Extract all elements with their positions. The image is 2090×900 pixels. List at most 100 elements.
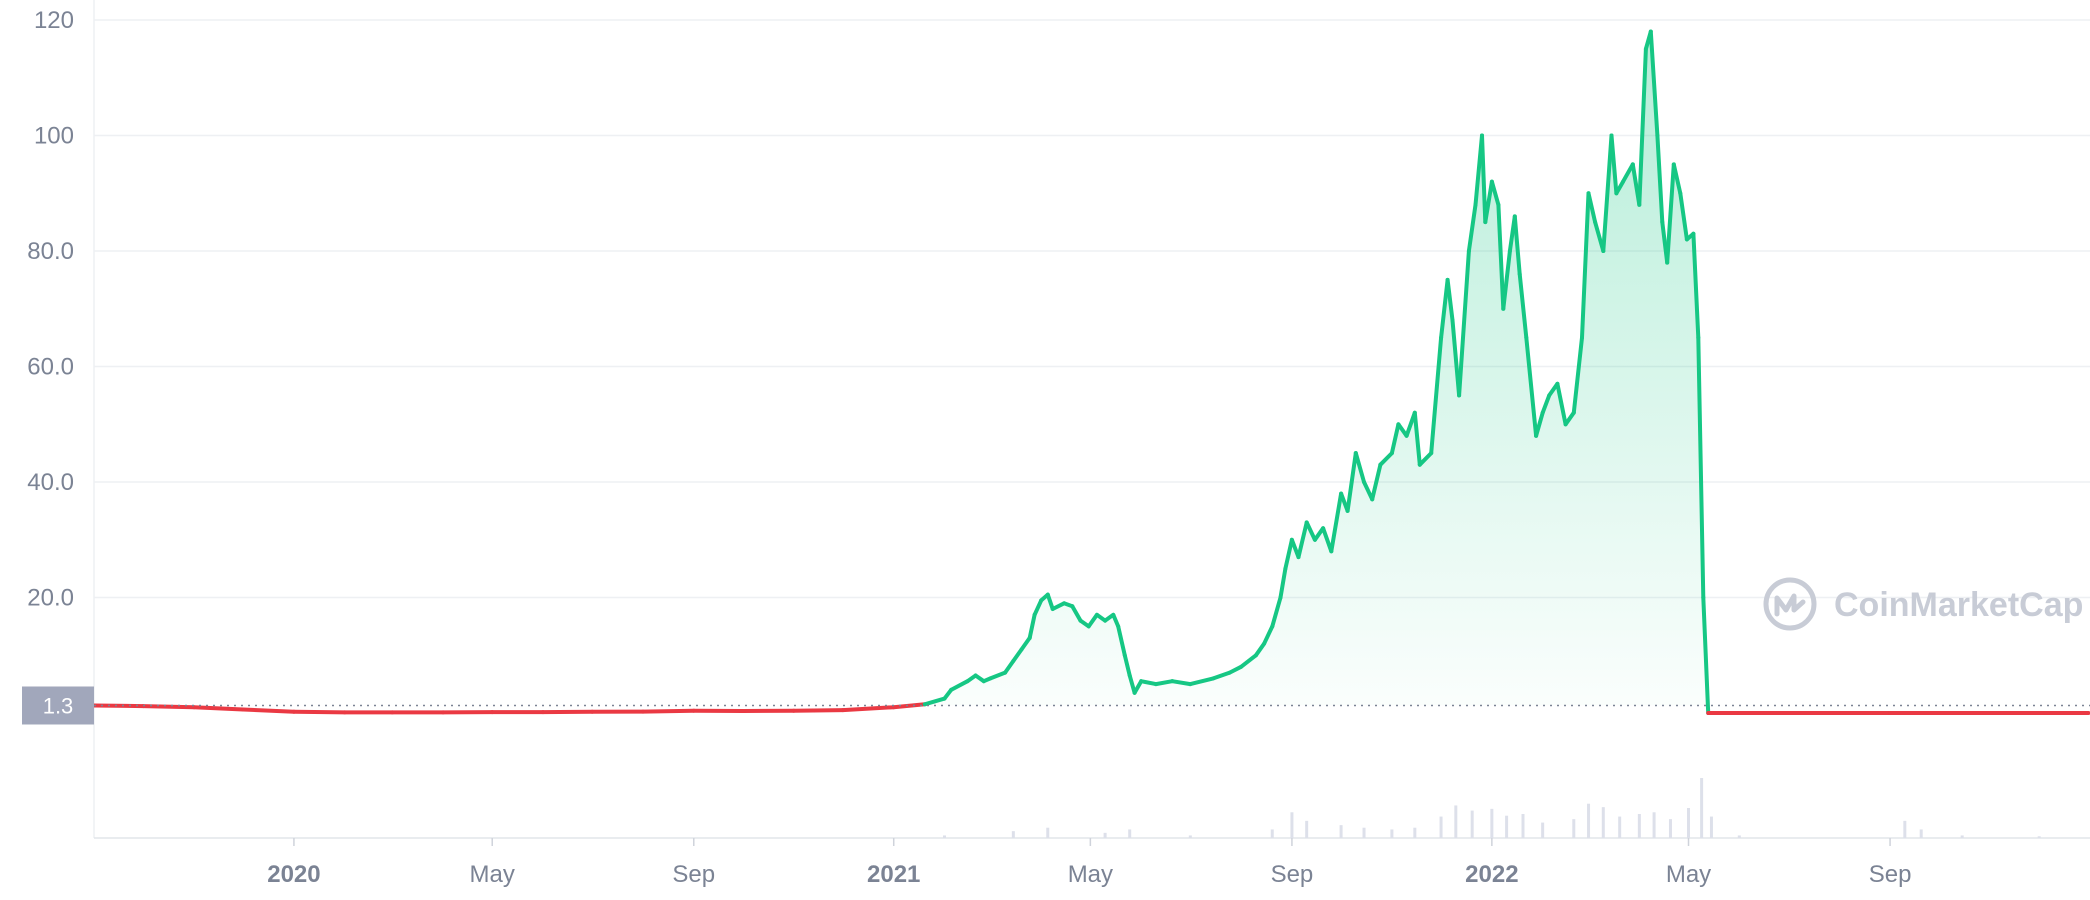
y-tick-label: 80.0 xyxy=(27,238,74,265)
price-line-segment xyxy=(1070,604,1083,623)
y-tick-label: 100 xyxy=(34,123,74,150)
price-line-segment xyxy=(1701,595,1711,715)
price-line-segment xyxy=(1345,451,1358,513)
volume-bar xyxy=(1413,827,1417,838)
price-line-segment xyxy=(1116,624,1127,658)
price-line-segment xyxy=(291,709,347,715)
y-tick-label: 120 xyxy=(34,7,74,34)
price-line-segment xyxy=(1489,179,1501,207)
price-line-segment xyxy=(1678,191,1689,242)
price-line-segment xyxy=(949,679,970,692)
price-line-segment xyxy=(1671,162,1683,196)
price-line-segment xyxy=(1637,46,1648,207)
price-line-segment xyxy=(1563,410,1576,427)
price-line-segment xyxy=(1227,664,1244,675)
price-line-segment xyxy=(791,708,845,713)
volume-bar xyxy=(1919,829,1923,838)
price-line-segment xyxy=(1571,335,1584,415)
price-line-segment xyxy=(1132,679,1144,695)
volume-bar xyxy=(1587,803,1591,838)
price-line-segment xyxy=(1111,612,1121,629)
price-line-segment xyxy=(1609,133,1619,196)
price-line-segment xyxy=(1480,133,1488,225)
price-line-segment xyxy=(1439,277,1450,340)
price-line-segment xyxy=(1580,191,1591,340)
volume-layer xyxy=(943,778,2041,838)
price-line-segment xyxy=(988,670,1008,681)
price-line-segment xyxy=(1378,451,1394,467)
volume-bar xyxy=(1601,807,1605,838)
price-line-segment xyxy=(1445,277,1455,323)
price-line-segment xyxy=(1304,520,1317,542)
price-line-segment xyxy=(1586,191,1598,225)
price-line-segment xyxy=(1512,214,1522,277)
price-line-segment xyxy=(1188,676,1216,687)
volume-bar xyxy=(1572,819,1576,838)
volume-bar xyxy=(1652,812,1656,838)
price-line-segment xyxy=(1691,231,1701,340)
x-tick-label: Sep xyxy=(1869,861,1912,888)
price-line-segment xyxy=(1534,410,1545,438)
volume-bar xyxy=(1960,835,1964,838)
price-line-segment xyxy=(241,707,296,714)
current-price-label: 1.3 xyxy=(43,693,74,718)
price-line-segment xyxy=(192,705,246,712)
volume-bar xyxy=(1903,820,1907,838)
price-line-segment xyxy=(1370,462,1383,502)
volume-bar xyxy=(1618,816,1622,838)
x-tick-label: 2021 xyxy=(867,861,920,888)
price-line-segment xyxy=(641,708,696,714)
volume-bar xyxy=(1541,822,1545,838)
volume-bar xyxy=(1687,808,1691,838)
price-line-segment xyxy=(1353,451,1366,484)
price-line-segment xyxy=(1003,659,1016,675)
price-line-segment xyxy=(1278,566,1288,600)
volume-bar xyxy=(1521,814,1525,838)
line-layer xyxy=(92,29,2090,715)
price-line-segment xyxy=(1412,410,1422,467)
volume-bar xyxy=(1103,832,1107,838)
x-tick-label: May xyxy=(1068,861,1113,888)
price-line-segment xyxy=(1027,612,1037,640)
price-line-segment xyxy=(1696,335,1706,600)
current-price-badge xyxy=(22,686,94,725)
price-line-segment xyxy=(1601,133,1614,253)
volume-bar xyxy=(1339,825,1343,838)
grid-layer xyxy=(93,0,2090,839)
price-line-segment xyxy=(1170,679,1193,687)
x-tick-label: 2020 xyxy=(267,861,320,888)
watermark-text: CoinMarketCap xyxy=(1834,586,2083,624)
price-line-segment xyxy=(1122,653,1132,678)
y-tick-label: 40.0 xyxy=(27,469,74,496)
price-line-segment xyxy=(1665,162,1676,265)
volume-bar xyxy=(2037,836,2041,838)
x-axis-ticks: 2020 May Sep 2021 May Sep 2022 May Sep xyxy=(267,838,1911,888)
volume-bar xyxy=(1454,805,1458,838)
price-line-segment xyxy=(1086,612,1099,629)
x-tick-label: May xyxy=(1666,861,1711,888)
reference-line-layer: 1.3 xyxy=(22,686,2090,725)
volume-bar xyxy=(1709,816,1713,838)
y-tick-label: 20.0 xyxy=(27,585,74,612)
price-line-segment xyxy=(1127,673,1137,695)
price-line-segment xyxy=(891,702,927,710)
volume-bar xyxy=(1668,819,1672,838)
price-line-segment xyxy=(1648,29,1660,138)
y-axis-ticks: 20.0 40.0 60.0 80.0 100 120 xyxy=(27,7,74,612)
price-line-segment xyxy=(1239,653,1258,669)
price-line-segment xyxy=(1457,249,1471,398)
price-line-segment xyxy=(1019,635,1032,652)
volume-bar xyxy=(1362,827,1366,838)
volume-bar xyxy=(1011,831,1015,838)
price-line-segment xyxy=(1139,679,1158,687)
x-tick-label: May xyxy=(470,861,515,888)
x-tick-label: Sep xyxy=(1271,861,1314,888)
price-line-segment xyxy=(840,705,896,713)
price-line-segment xyxy=(1517,272,1529,340)
price-line-segment xyxy=(1614,179,1625,196)
volume-bar xyxy=(1470,810,1474,838)
price-line-segment xyxy=(1621,162,1635,184)
volume-bar xyxy=(1390,829,1394,838)
price-line-segment xyxy=(1483,179,1494,225)
